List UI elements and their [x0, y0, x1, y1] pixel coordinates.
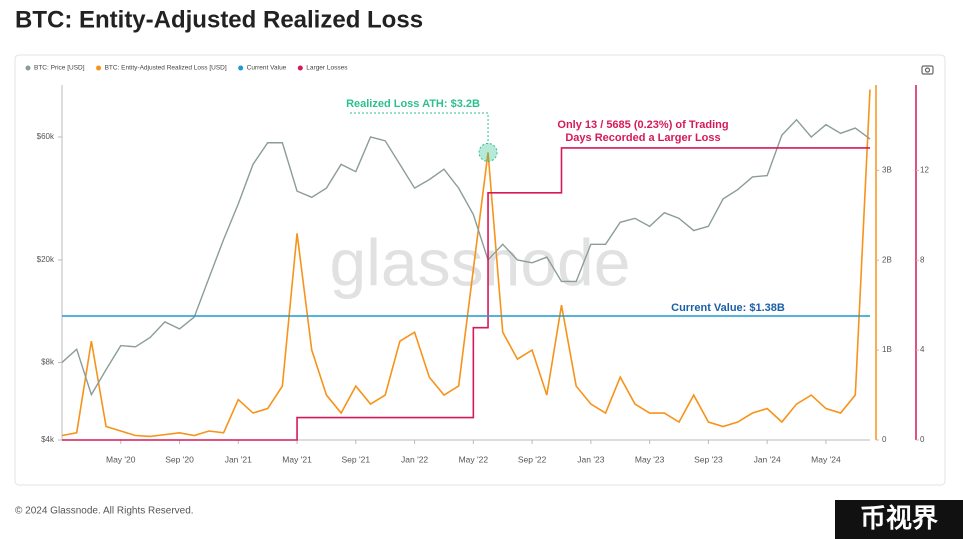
series-line	[61, 118, 871, 397]
page-title: BTC: Entity-Adjusted Realized Loss	[15, 6, 423, 33]
x-tick-label: Jan '23	[577, 454, 604, 464]
y-tick-label: $8k	[41, 358, 55, 367]
legend-label: Current Value	[247, 65, 287, 72]
y3-tick-label: 4	[920, 345, 925, 354]
x-tick-label: Sep '22	[518, 454, 547, 464]
y2-tick-label: 2B	[882, 255, 892, 264]
legend-swatch	[238, 65, 244, 71]
series-line	[62, 147, 870, 441]
x-tick-label: Sep '20	[165, 454, 194, 464]
y3-tick-label: 8	[920, 255, 925, 264]
ath-marker	[478, 142, 498, 162]
y3-tick-label: 0	[920, 435, 925, 444]
annotation: Days Recorded a Larger Loss	[565, 132, 720, 144]
y3-tick-label: 12	[920, 165, 929, 174]
legend-swatch	[96, 65, 102, 71]
y-tick-label: $60k	[37, 132, 55, 141]
x-tick-label: Sep '23	[694, 454, 723, 464]
footer: © 2024 Glassnode. All Rights Reserved.	[15, 506, 194, 517]
annotation: Realized Loss ATH: $3.2B	[346, 98, 480, 110]
y-tick-label: $20k	[37, 255, 55, 264]
legend-label: BTC: Price [USD]	[34, 65, 85, 72]
x-tick-label: May '23	[635, 454, 665, 464]
y2-tick-label: 3B	[882, 165, 892, 174]
series-line	[61, 89, 871, 438]
chart-frame	[14, 54, 946, 486]
legend-label: Larger Losses	[306, 65, 348, 72]
x-tick-label: Jan '22	[401, 454, 428, 464]
watermark: glassnode	[330, 225, 631, 299]
x-tick-label: May '24	[811, 454, 841, 464]
legend-label: BTC: Entity-Adjusted Realized Loss [USD]	[105, 65, 227, 72]
x-tick-label: Jan '24	[754, 454, 781, 464]
x-tick-label: Jan '21	[225, 454, 252, 464]
camera-icon[interactable]	[921, 65, 934, 75]
badge-box	[835, 500, 963, 539]
legend-swatch	[25, 65, 31, 71]
legend-swatch	[297, 65, 303, 71]
badge: 币视界	[860, 503, 938, 533]
y-tick-label: $4k	[41, 435, 55, 444]
y2-tick-label: 0	[882, 435, 887, 444]
annotation: Current Value: $1.38B	[671, 302, 785, 314]
x-tick-label: May '22	[459, 454, 489, 464]
annotation: Only 13 / 5685 (0.23%) of Trading	[557, 119, 728, 131]
x-tick-label: May '20	[106, 454, 136, 464]
y2-tick-label: 1B	[882, 345, 892, 354]
x-tick-label: Sep '21	[342, 454, 371, 464]
x-tick-label: May '21	[282, 454, 312, 464]
